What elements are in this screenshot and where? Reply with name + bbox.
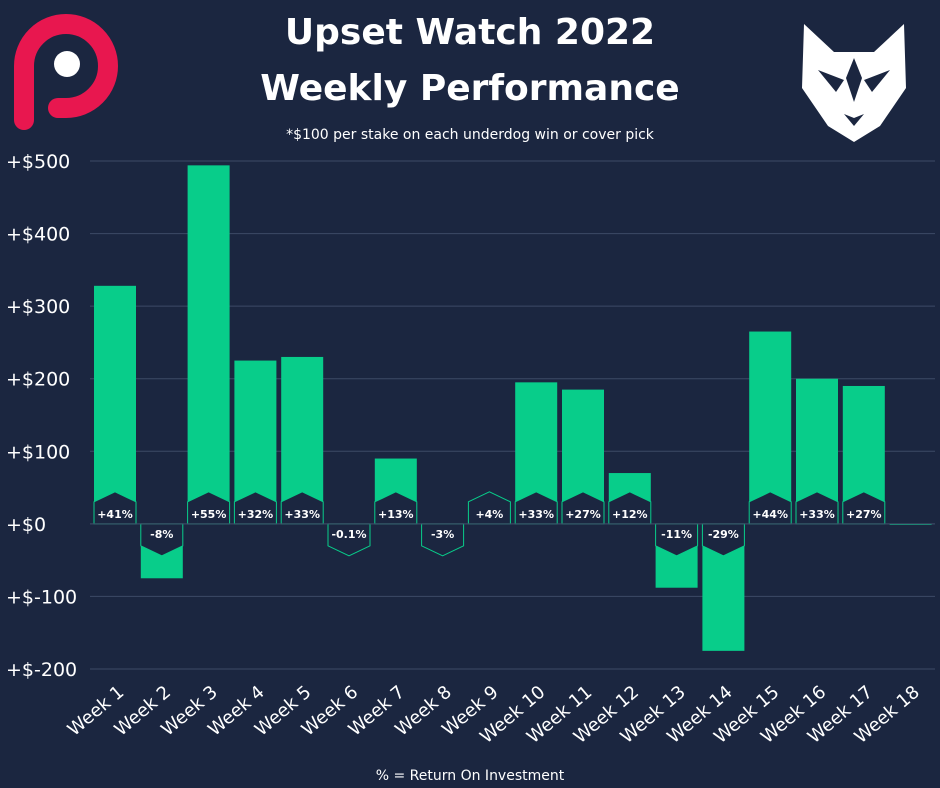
y-tick-label: +$0 (6, 514, 46, 536)
roi-label: -3% (431, 528, 454, 541)
logo-p-icon (14, 14, 118, 130)
roi-label: +27% (565, 508, 601, 521)
roi-label: +32% (238, 508, 274, 521)
chart-title-line-2: Weekly Performance (260, 68, 680, 109)
wolf-head-icon (802, 24, 906, 142)
y-tick-label: +$-200 (6, 659, 77, 681)
y-tick-label: +$300 (6, 296, 70, 318)
roi-label: +4% (475, 508, 503, 521)
chart-title-line-1: Upset Watch 2022 (284, 12, 656, 53)
roi-label: +12% (612, 508, 648, 521)
roi-label: +27% (846, 508, 882, 521)
roi-label: +44% (752, 508, 788, 521)
y-tick-label: +$-100 (6, 586, 77, 608)
bar (187, 165, 230, 524)
roi-label: +33% (799, 508, 835, 521)
roi-label: +55% (191, 508, 227, 521)
roi-label: +33% (284, 508, 320, 521)
roi-label: +13% (378, 508, 414, 521)
roi-label: +33% (518, 508, 554, 521)
y-tick-label: +$100 (6, 441, 70, 463)
roi-label: -0.1% (331, 528, 366, 541)
roi-footnote: % = Return On Investment (375, 768, 565, 784)
y-tick-label: +$200 (6, 369, 70, 391)
chart-subtitle: *$100 per stake on each underdog win or … (286, 127, 654, 143)
roi-label: -29% (708, 528, 739, 541)
roi-label: -8% (150, 528, 173, 541)
bar (94, 285, 136, 524)
y-tick-label: +$500 (6, 151, 70, 173)
roi-label: +41% (97, 508, 133, 521)
y-tick-label: +$400 (6, 224, 70, 246)
roi-label: -11% (661, 528, 692, 541)
